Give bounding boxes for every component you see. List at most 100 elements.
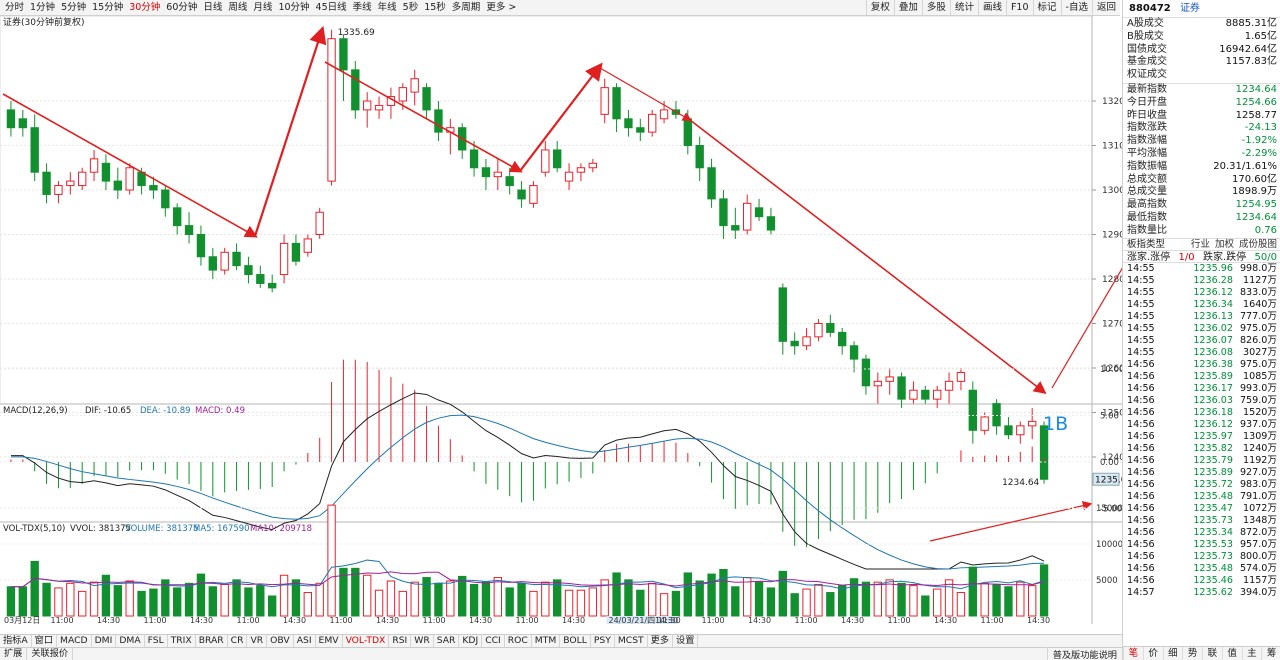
volume-bar <box>1028 585 1037 617</box>
related-quote-button[interactable]: 关联报价 <box>27 648 74 660</box>
indicator-tab[interactable]: SAR <box>434 635 460 647</box>
tick-list[interactable]: 14:55 1235.96 998.0万 14:55 1236.28 1127万 14:55… <box>1123 263 1280 599</box>
period-button[interactable]: 月线 <box>253 2 273 13</box>
action-button[interactable]: 返回 <box>1091 0 1120 15</box>
period-button[interactable]: 45日线 <box>315 2 347 13</box>
period-button[interactable]: 60分钟 <box>166 2 198 13</box>
period-button[interactable]: 1分钟 <box>30 2 56 13</box>
period-button[interactable]: 分时 <box>5 2 25 13</box>
period-button[interactable]: 多周期 <box>451 2 481 13</box>
indicator-tab[interactable]: VR <box>247 635 268 647</box>
period-button[interactable]: 年线 <box>377 2 397 13</box>
index-code: 880472 <box>1129 3 1171 14</box>
quote-tab[interactable]: 价 <box>1142 647 1163 660</box>
quote-tab[interactable]: 值 <box>1221 647 1242 660</box>
quote-tab[interactable]: 笔 <box>1123 647 1143 660</box>
candle-body <box>125 167 134 191</box>
indicator-tab[interactable]: OBV <box>267 635 294 647</box>
index-name[interactable]: 证券 <box>1179 3 1200 14</box>
period-button[interactable]: 5分钟 <box>61 2 87 13</box>
action-button[interactable]: 画线 <box>977 0 1006 15</box>
indicator-tab[interactable]: KDJ <box>459 635 483 647</box>
x-axis-label: 14:30 <box>469 616 492 624</box>
quote-tab[interactable]: 联 <box>1202 647 1222 660</box>
period-button[interactable]: 5秒 <box>402 2 419 13</box>
vol-ma10-line <box>10 571 1045 588</box>
indicator-tab[interactable]: 窗口 <box>32 635 58 647</box>
volume-bar <box>648 582 657 617</box>
candle-body <box>624 118 633 129</box>
indicator-tab[interactable]: CCI <box>482 635 505 647</box>
tab-weighted[interactable]: 加权 <box>1214 238 1234 250</box>
indicator-tab[interactable]: WR <box>411 635 434 647</box>
tick-price: 1235.89 <box>1193 370 1233 382</box>
indicator-tab[interactable]: MCST <box>615 635 648 647</box>
index-stats: 最新指数 1234.64 今日开盘 1254.66 昨日收盘 1258.77 指数涨跌 -24… <box>1123 84 1280 238</box>
chart-area[interactable]: 1240 1250 1260 1270 1280 1290 1300 1310 1320 证券(3… <box>0 16 1122 624</box>
indicator-tab[interactable]: DMI <box>92 635 117 647</box>
period-button[interactable]: 15分钟 <box>92 2 124 13</box>
volume-bar <box>766 587 776 617</box>
indicator-tab[interactable]: BOLL <box>560 635 591 647</box>
period-button[interactable]: 30分钟 <box>129 2 161 13</box>
tick-time: 14:56 <box>1127 370 1155 382</box>
period-button[interactable]: 日线 <box>203 2 223 13</box>
period-button[interactable]: 周线 <box>228 2 248 13</box>
candle-body <box>113 180 122 191</box>
indicator-tab[interactable]: 更多 <box>648 635 674 647</box>
indicator-tab[interactable]: VOL-TDX <box>343 635 390 647</box>
tick-time: 14:55 <box>1127 346 1155 358</box>
expand-button[interactable]: 扩展 <box>0 648 28 660</box>
candle-body <box>944 380 954 391</box>
indicator-tab[interactable]: 指标A <box>0 635 32 647</box>
indicator-tab[interactable]: TRIX <box>168 635 196 647</box>
indicator-tab[interactable]: FSL <box>145 635 168 647</box>
indicator-tab[interactable]: EMV <box>316 635 343 647</box>
quote-tab[interactable]: 势 <box>1182 647 1202 660</box>
tick-row: 14:55 1236.34 1640万 <box>1123 299 1280 311</box>
candle-body <box>1028 420 1037 427</box>
vol-tick-label: 15000 <box>1096 504 1122 514</box>
candle-body <box>529 185 538 204</box>
indicator-tab[interactable]: ASI <box>294 635 316 647</box>
action-button[interactable]: 标记 <box>1032 0 1061 15</box>
action-button[interactable]: 复权 <box>865 0 894 15</box>
tick-volume: 1240万 <box>1242 442 1277 454</box>
tick-price: 1236.12 <box>1193 286 1233 298</box>
period-button[interactable]: 更多 > <box>486 2 517 13</box>
candle-body <box>814 323 823 338</box>
quote-tab[interactable]: 筹 <box>1261 647 1280 660</box>
indicator-tab[interactable]: MACD <box>57 635 92 647</box>
tick-price: 1235.79 <box>1193 454 1233 466</box>
indicator-tab[interactable]: PSY <box>591 635 615 647</box>
indicator-tab[interactable]: DMA <box>116 635 145 647</box>
action-button[interactable]: 多股 <box>921 0 950 15</box>
tick-row: 14:56 1235.48 791.0万 <box>1123 491 1280 503</box>
tab-constituents[interactable]: 成份股图 <box>1238 238 1277 250</box>
candle-body <box>315 211 324 235</box>
period-button[interactable]: 15秒 <box>424 2 446 13</box>
stat-row: 今日开盘 1254.66 <box>1123 97 1280 110</box>
period-button[interactable]: 季线 <box>352 2 372 13</box>
action-button[interactable]: 统计 <box>949 0 978 15</box>
tab-industry[interactable]: 行业 <box>1190 238 1210 250</box>
quote-tab[interactable]: 主 <box>1241 647 1262 660</box>
indicator-tab[interactable]: BRAR <box>196 635 228 647</box>
indicator-tab[interactable]: ROC <box>505 635 532 647</box>
tick-price: 1236.28 <box>1193 274 1233 286</box>
indicator-tab[interactable]: CR <box>228 635 248 647</box>
quote-tab[interactable]: 细 <box>1162 647 1183 660</box>
candle-body <box>327 38 336 182</box>
action-button[interactable]: F10 <box>1005 0 1033 15</box>
action-button[interactable]: 叠加 <box>893 0 922 15</box>
x-axis-label: 14:30 <box>748 616 771 624</box>
action-button[interactable]: -自选 <box>1060 0 1092 15</box>
tick-time: 14:56 <box>1127 418 1155 430</box>
feature-help-link[interactable]: 普及版功能说明 <box>1046 647 1122 660</box>
indicator-tab[interactable]: RSI <box>389 635 412 647</box>
price-tick-label: 1310 <box>1102 142 1122 152</box>
period-button[interactable]: 10分钟 <box>278 2 310 13</box>
indicator-tab[interactable]: MTM <box>532 635 561 647</box>
candle-body <box>256 274 265 284</box>
indicator-tab[interactable]: 设置 <box>673 635 699 647</box>
